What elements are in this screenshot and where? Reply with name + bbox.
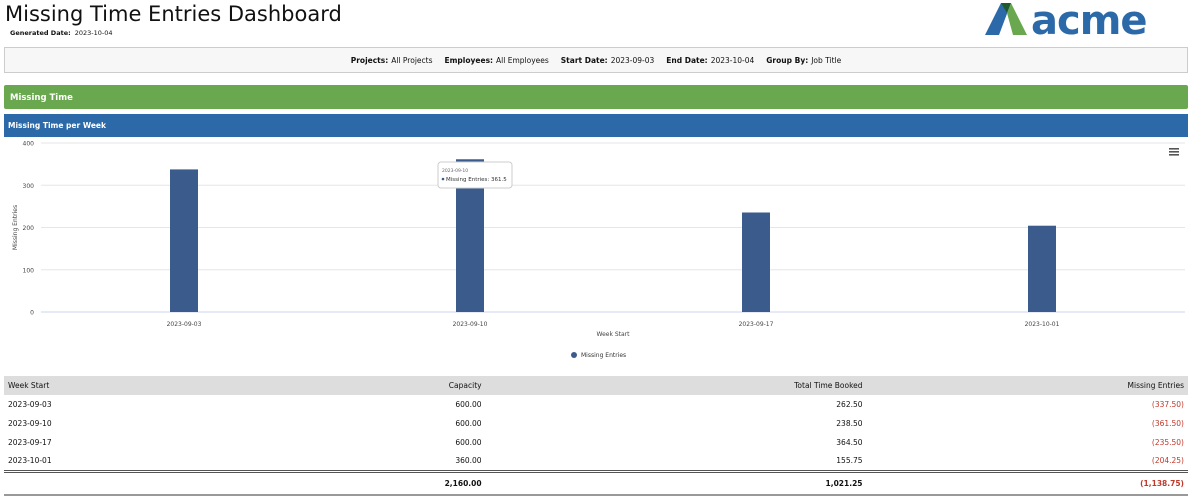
x-axis-title: Week Start [596, 331, 630, 338]
table-cell: 600.00 [455, 438, 482, 447]
bar-2023-09-17[interactable] [742, 212, 770, 312]
filter-label: End Date: [666, 55, 708, 65]
filter-value: 2023-09-03 [610, 55, 655, 65]
filter-enddate: End Date: 2023-10-04 [666, 56, 754, 65]
y-tick-label: 400 [23, 141, 35, 148]
tooltip-marker [441, 177, 445, 181]
filter-value: All Projects [391, 55, 433, 65]
generated-date-label: Generated Date: [10, 29, 71, 37]
x-tick-label: 2023-09-03 [167, 321, 202, 328]
x-tick-label: 2023-09-17 [739, 321, 774, 328]
legend-label[interactable]: Missing Entries [581, 352, 626, 359]
chart-menu-icon[interactable] [1169, 154, 1179, 156]
table-cell: 600.00 [455, 400, 482, 409]
total-cell: 2,160.00 [261, 469, 486, 496]
chart-panel-header: Missing Time per Week [4, 114, 1188, 137]
filter-projects: Projects: All Projects [351, 56, 433, 65]
filter-label: Employees: [444, 55, 494, 65]
table-cell: (204.25) [1151, 456, 1184, 466]
chart-menu-icon[interactable] [1169, 148, 1179, 150]
page-title: Missing Time Entries Dashboard [5, 2, 342, 26]
filter-label: Start Date: [560, 55, 608, 65]
y-tick-label: 300 [23, 183, 35, 190]
bar-2023-09-03[interactable] [170, 169, 198, 312]
total-cell [4, 469, 262, 496]
section-header-missing-time: Missing Time [4, 85, 1188, 109]
totals-row: 2,160.00 1,021.25 (1,138.75) [4, 469, 1188, 496]
x-tick-label: 2023-10-01 [1025, 321, 1060, 328]
missing-time-table: Week Start Capacity Total Time Booked Missi… [4, 376, 1188, 496]
table-cell: (337.50) [1151, 400, 1184, 409]
table-cell: 2023-09-03 [8, 400, 52, 409]
svg-text:acme: acme [1031, 1, 1147, 39]
table-cell: 2023-09-17 [8, 438, 52, 447]
table-cell: 2023-09-10 [8, 419, 52, 428]
filter-value: All Employees [496, 55, 549, 65]
acme-logo: acme [985, 1, 1148, 39]
chart-menu-icon[interactable] [1169, 151, 1179, 153]
table-cell: (361.50) [1151, 419, 1184, 428]
tooltip-text: Missing Entries: 361.5 [446, 177, 507, 183]
filter-startdate: Start Date: 2023-09-03 [561, 56, 655, 65]
table-cell: (235.50) [1151, 438, 1184, 447]
table-cell: 364.50 [836, 438, 863, 447]
column-header[interactable]: Missing Entries [866, 376, 1188, 395]
filter-label: Group By: [766, 55, 809, 65]
generated-date: Generated Date: 2023-10-04 [10, 29, 112, 37]
table-row: 2023-10-01 360.00 155.75 (204.25) [4, 452, 1188, 471]
y-axis-title: Missing Entries [12, 205, 19, 250]
filter-employees: Employees: All Employees [444, 56, 548, 65]
generated-date-value: 2023-10-04 [74, 29, 113, 37]
missing-time-bar-chart: 0 100 200 300 400 Missing Entries 2023-09-03 20… [12, 141, 1185, 359]
table-row: 2023-09-03 600.00 262.50 (337.50) [4, 395, 1188, 414]
bar-2023-10-01[interactable] [1028, 225, 1056, 312]
total-cell: 1,021.25 [485, 469, 867, 496]
table-cell: 2023-10-01 [8, 456, 52, 466]
total-cell: (1,138.75) [866, 469, 1188, 496]
table-row: 2023-09-10 600.00 238.50 (361.50) [4, 414, 1188, 433]
table-cell: 262.50 [836, 400, 863, 409]
y-tick-label: 0 [30, 310, 34, 317]
column-header[interactable]: Capacity [261, 376, 486, 395]
filter-bar: Projects: All Projects Employees: All Emplo… [4, 47, 1188, 73]
table-cell: 155.75 [836, 456, 863, 466]
filter-label: Projects: [350, 55, 389, 65]
table-row: 2023-09-17 600.00 364.50 (235.50) [4, 433, 1188, 452]
column-header[interactable]: Total Time Booked [485, 376, 867, 395]
tooltip [437, 161, 513, 189]
legend-marker[interactable] [571, 352, 577, 358]
tooltip-title: 2023-09-10 [442, 168, 468, 174]
x-tick-label: 2023-09-10 [453, 321, 488, 328]
table-header-row: Week Start Capacity Total Time Booked Missi… [4, 376, 1188, 395]
y-tick-label: 200 [23, 225, 35, 232]
filter-groupby: Group By: Job Title [766, 56, 841, 65]
table-cell: 238.50 [836, 419, 863, 428]
table-cell: 360.00 [455, 456, 482, 466]
y-tick-label: 100 [23, 267, 35, 274]
filter-value: 2023-10-04 [710, 55, 755, 65]
filter-value: Job Title [811, 55, 842, 65]
table-cell: 600.00 [455, 419, 482, 428]
column-header[interactable]: Week Start [4, 376, 262, 395]
